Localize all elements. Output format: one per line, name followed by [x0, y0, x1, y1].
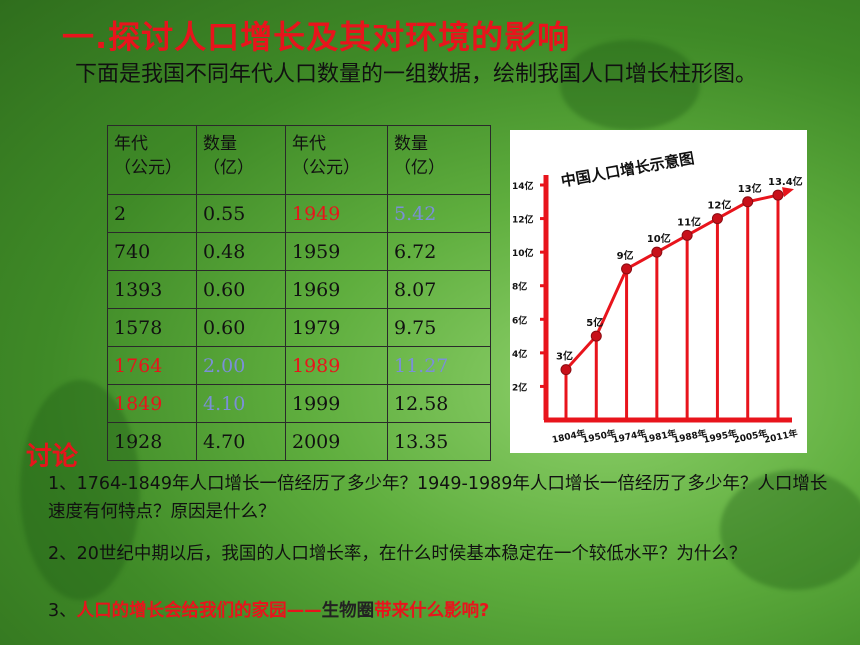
- table-cell: 1969: [285, 270, 388, 309]
- background-leaf: [560, 40, 700, 130]
- intro-text: 下面是我国不同年代人口数量的一组数据，绘制我国人口增长柱形图。: [75, 62, 758, 87]
- question-3-red-text: 人口的增长会给我们的家园——: [76, 601, 322, 621]
- arrow-head: [782, 187, 794, 198]
- data-point: [560, 364, 572, 376]
- slide-title: 一.探讨人口增长及其对环境的影响: [62, 18, 571, 56]
- population-chart: 中国人口增长示意图 2亿 4亿 6亿 8亿 10亿 12亿 14亿 3亿 5亿 9亿 10亿 11亿 1…: [510, 130, 807, 453]
- table-row: 740 0.48 1959 6.72: [107, 232, 491, 271]
- y-tick-label: 14亿: [512, 180, 534, 192]
- table-cell: 0.60: [196, 270, 286, 309]
- table-cell: 12.58: [387, 384, 491, 423]
- point-label: 13.4亿: [768, 175, 803, 188]
- table-cell: 0.60: [196, 308, 286, 347]
- y-tick-label: 2亿: [512, 381, 527, 393]
- table-cell: 740: [107, 232, 197, 271]
- question-3: 3、人口的增长会给我们的家园——生物圈带来什么影响?: [48, 597, 838, 625]
- y-tick-label: 6亿: [512, 314, 527, 326]
- question-3-number: 3、: [48, 601, 77, 621]
- table-cell: 4.70: [196, 422, 286, 461]
- chart-title: 中国人口增长示意图: [560, 149, 696, 190]
- point-label: 10亿: [647, 232, 671, 245]
- population-table: 年代 （公元） 数量 （亿） 年代 （公元） 数量 （亿） 2 0.55 1949 5.…: [107, 125, 491, 461]
- table-header-row: 年代 （公元） 数量 （亿） 年代 （公元） 数量 （亿）: [107, 125, 491, 195]
- table-cell: 2009: [285, 422, 388, 461]
- y-tick-label: 4亿: [512, 348, 527, 360]
- question-2: 2、20世纪中期以后，我国的人口增长率，在什么时侯基本稳定在一个较低水平？为什么…: [48, 544, 747, 564]
- table-cell: 13.35: [387, 422, 491, 461]
- point-label: 12亿: [707, 199, 731, 212]
- data-point: [772, 189, 784, 201]
- table-header-cell: 数量 （亿）: [387, 125, 491, 195]
- table-row: 1849 4.10 1999 12.58: [107, 384, 491, 423]
- table-cell: 1999: [285, 384, 388, 423]
- table-cell: 5.42: [387, 194, 491, 233]
- data-point: [590, 330, 602, 342]
- point-label: 9亿: [617, 249, 634, 262]
- data-point: [621, 263, 633, 275]
- table-cell: 1764: [107, 346, 197, 385]
- question-3-red-text-2: 带来什么影响?: [374, 601, 490, 621]
- table-cell: 1949: [285, 194, 388, 233]
- data-point: [711, 213, 723, 225]
- point-label: 3亿: [556, 350, 573, 363]
- table-cell: 1989: [285, 346, 388, 385]
- table-header-cell: 数量 （亿）: [196, 125, 286, 195]
- table-header-cell: 年代 （公元）: [107, 125, 197, 195]
- question-3-biosphere: 生物圈: [321, 601, 375, 621]
- table-cell: 9.75: [387, 308, 491, 347]
- x-tick-label: 2011年: [763, 427, 799, 446]
- discussion-heading: 讨论: [26, 442, 79, 472]
- table-cell: 8.07: [387, 270, 491, 309]
- background-leaf: [720, 470, 860, 590]
- table-cell: 1578: [107, 308, 197, 347]
- data-point: [681, 229, 693, 241]
- point-label: 13亿: [738, 182, 762, 195]
- table-row: 1928 4.70 2009 13.35: [107, 422, 491, 461]
- table-cell: 2.00: [196, 346, 286, 385]
- data-point: [651, 246, 663, 258]
- table-row: 1393 0.60 1969 8.07: [107, 270, 491, 309]
- y-tick-label: 8亿: [512, 281, 527, 293]
- table-cell: 1393: [107, 270, 197, 309]
- table-cell: 11.27: [387, 346, 491, 385]
- y-tick-label: 12亿: [512, 214, 534, 226]
- table-cell: 2: [107, 194, 197, 233]
- table-cell: 0.48: [196, 232, 286, 271]
- y-tick-label: 10亿: [512, 247, 534, 259]
- table-cell: 1928: [107, 422, 197, 461]
- table-cell: 4.10: [196, 384, 286, 423]
- table-cell: 6.72: [387, 232, 491, 271]
- data-point: [742, 196, 754, 208]
- table-cell: 0.55: [196, 194, 286, 233]
- table-row: 1578 0.60 1979 9.75: [107, 308, 491, 347]
- table-cell: 1849: [107, 384, 197, 423]
- series-line: [564, 193, 779, 371]
- table-cell: 1979: [285, 308, 388, 347]
- population-chart-svg: 中国人口增长示意图 2亿 4亿 6亿 8亿 10亿 12亿 14亿 3亿 5亿 9亿 10亿 11亿 1…: [512, 149, 803, 446]
- point-label: 5亿: [586, 316, 603, 329]
- table-row: 1764 2.00 1989 11.27: [107, 346, 491, 385]
- question-1: 1、1764-1849年人口增长一倍经历了多少年？1949-1989年人口增长一…: [48, 474, 828, 522]
- table-header-cell: 年代 （公元）: [285, 125, 388, 195]
- table-row: 2 0.55 1949 5.42: [107, 194, 491, 233]
- table-cell: 1959: [285, 232, 388, 271]
- point-label: 11亿: [677, 215, 701, 228]
